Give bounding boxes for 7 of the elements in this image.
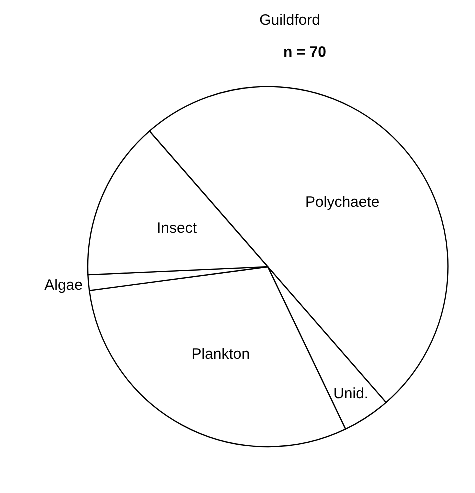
chart-subtitle: n = 70 — [284, 44, 326, 61]
slice-label: Insect — [156, 220, 198, 238]
slice-label: Unid. — [334, 385, 369, 402]
slice-label: Algae — [44, 277, 83, 294]
chart-title: Guildford — [260, 12, 320, 29]
slice-label: Plankton — [192, 346, 250, 364]
slice-label: Polychaete — [306, 194, 380, 211]
